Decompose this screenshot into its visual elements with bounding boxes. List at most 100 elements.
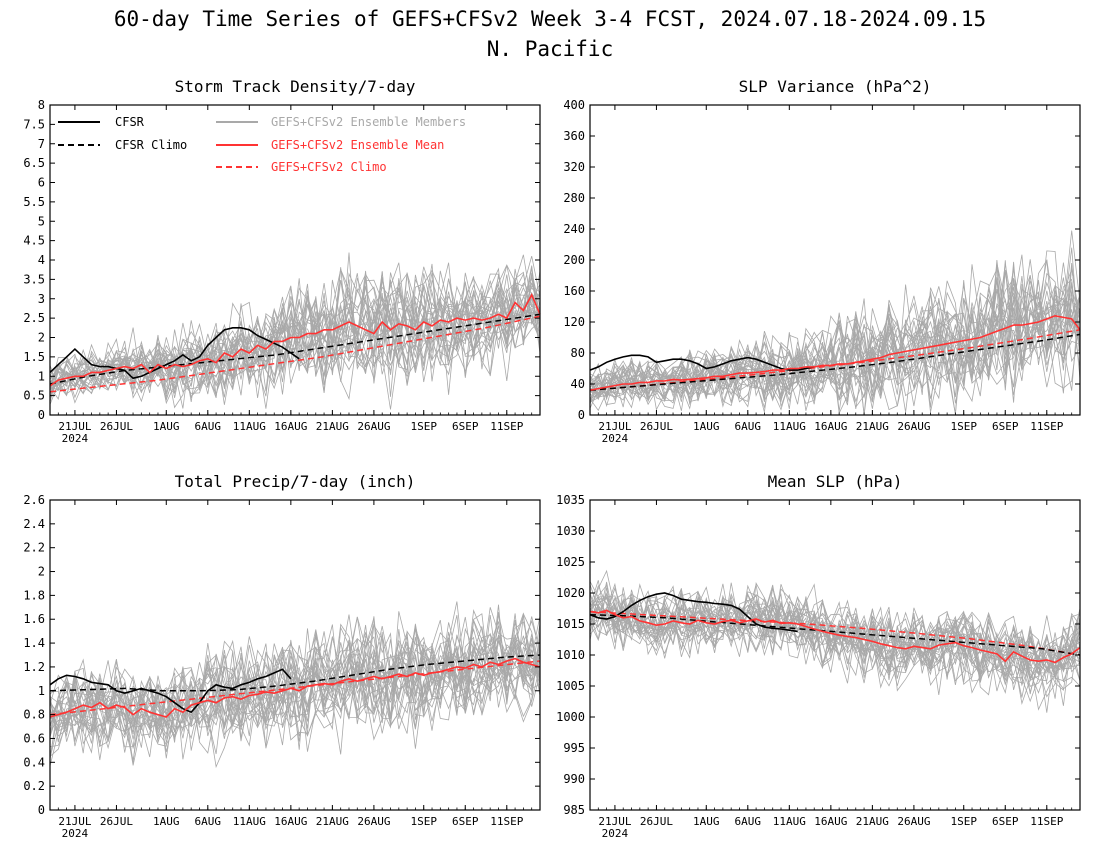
x-tick-label: 21AUG xyxy=(316,420,349,433)
ensemble-member-line xyxy=(589,263,1081,401)
plot-frame xyxy=(49,499,541,811)
y-tick-label: 3.5 xyxy=(23,272,45,286)
legend-label-cfsr: CFSR xyxy=(115,115,145,129)
x-tick-label: 1AUG xyxy=(693,420,720,433)
x-year-label: 2024 xyxy=(602,827,629,840)
x-tick-label: 21JUL xyxy=(598,815,631,828)
cfsr-climo-line xyxy=(589,613,1081,656)
x-tick-label: 6SEP xyxy=(992,420,1019,433)
y-tick-label: 6 xyxy=(38,176,45,190)
x-year-label: 2024 xyxy=(602,432,629,445)
x-tick-label: 26AUG xyxy=(357,420,390,433)
y-tick-label: 0 xyxy=(38,408,45,422)
x-tick-label: 21AUG xyxy=(856,420,889,433)
y-tick-label: 1035 xyxy=(556,493,585,507)
ensemble-member-line xyxy=(49,607,541,737)
x-tick-label: 11AUG xyxy=(773,815,806,828)
y-tick-label: 1 xyxy=(38,369,45,383)
y-tick-label: 80 xyxy=(571,346,585,360)
ensemble-mean-line xyxy=(49,293,541,387)
x-tick-label: 1AUG xyxy=(693,815,720,828)
y-tick-label: 5 xyxy=(38,214,45,228)
ensemble-member-line xyxy=(49,269,541,399)
ensemble-mean-line xyxy=(49,657,541,718)
x-tick-label: 1SEP xyxy=(950,420,977,433)
y-tick-label: 5.5 xyxy=(23,195,45,209)
ensemble-mean-line xyxy=(589,609,1081,664)
ensemble-member-line xyxy=(49,615,541,750)
x-tick-label: 11AUG xyxy=(233,420,266,433)
y-tick-label: 200 xyxy=(563,253,585,267)
x-year-label: 2024 xyxy=(62,827,89,840)
ensemble-member-line xyxy=(49,617,541,747)
y-tick-label: 1.5 xyxy=(23,350,45,364)
x-tick-label: 16AUG xyxy=(274,420,307,433)
x-tick-label: 6AUG xyxy=(735,815,762,828)
ensemble-mean-line xyxy=(589,314,1081,391)
ensemble-member-line xyxy=(49,279,541,399)
y-tick-label: 0.8 xyxy=(23,708,45,722)
x-tick-label: 6AUG xyxy=(735,420,762,433)
cfsr-line xyxy=(589,592,798,633)
x-tick-label: 26JUL xyxy=(100,420,133,433)
panel-title: SLP Variance (hPa^2) xyxy=(739,77,932,96)
y-tick-label: 400 xyxy=(563,98,585,112)
y-tick-label: 240 xyxy=(563,222,585,236)
cfsr-line xyxy=(49,668,292,714)
ensemble-member-line xyxy=(589,287,1081,409)
y-tick-label: 120 xyxy=(563,315,585,329)
cfsr-climo-line xyxy=(589,333,1081,391)
y-tick-label: 2.6 xyxy=(23,493,45,507)
x-tick-label: 26JUL xyxy=(640,815,673,828)
y-tick-label: 990 xyxy=(563,772,585,786)
y-tick-label: 2 xyxy=(38,331,45,345)
x-tick-label: 26AUG xyxy=(897,420,930,433)
x-tick-label: 1SEP xyxy=(410,420,437,433)
y-tick-label: 6.5 xyxy=(23,156,45,170)
y-tick-label: 0.5 xyxy=(23,389,45,403)
y-tick-label: 0 xyxy=(38,803,45,817)
y-tick-label: 1.8 xyxy=(23,588,45,602)
y-tick-label: 40 xyxy=(571,377,585,391)
y-tick-label: 1005 xyxy=(556,679,585,693)
x-tick-label: 21JUL xyxy=(598,420,631,433)
x-year-label: 2024 xyxy=(62,432,89,445)
y-tick-label: 1020 xyxy=(556,586,585,600)
ensemble-member-line xyxy=(49,612,541,752)
y-tick-label: 2.4 xyxy=(23,517,45,531)
x-tick-label: 1AUG xyxy=(153,815,180,828)
y-tick-label: 4 xyxy=(38,253,45,267)
legend-label-ens-mean: GEFS+CFSv2 Ensemble Mean xyxy=(271,138,444,152)
figure-title: 60-day Time Series of GEFS+CFSv2 Week 3-… xyxy=(114,7,986,31)
panel-total-precip: Total Precip/7-day (inch) 0 0.2 0.4 0.6 0.8 1… xyxy=(23,472,541,840)
x-tick-label: 16AUG xyxy=(814,815,847,828)
legend-label-ens-members: GEFS+CFSv2 Ensemble Members xyxy=(271,115,466,129)
y-tick-label: 4.5 xyxy=(23,234,45,248)
x-tick-label: 26AUG xyxy=(897,815,930,828)
x-tick-label: 21AUG xyxy=(856,815,889,828)
legend: CFSR CFSR Climo GEFS+CFSv2 Ensemble Memb… xyxy=(58,115,466,174)
gefs-climo-line xyxy=(589,610,1081,656)
y-tick-label: 0 xyxy=(578,408,585,422)
x-tick-label: 11SEP xyxy=(490,815,523,828)
y-tick-label: 2.5 xyxy=(23,311,45,325)
y-tick-label: 160 xyxy=(563,284,585,298)
ensemble-member-line xyxy=(589,582,1081,690)
y-tick-label: 1010 xyxy=(556,648,585,662)
x-tick-label: 6SEP xyxy=(452,815,479,828)
ensemble-member-line xyxy=(589,587,1081,713)
ensemble-member-line xyxy=(49,621,541,766)
x-tick-label: 21JUL xyxy=(58,420,91,433)
x-tick-label: 6AUG xyxy=(195,420,222,433)
y-tick-label: 8 xyxy=(38,98,45,112)
ensemble-members xyxy=(49,601,541,769)
x-tick-label: 26AUG xyxy=(357,815,390,828)
x-tick-label: 6SEP xyxy=(992,815,1019,828)
ensemble-member-line xyxy=(49,277,541,409)
x-tick-label: 11SEP xyxy=(1030,815,1063,828)
panel-title: Total Precip/7-day (inch) xyxy=(175,472,416,491)
x-tick-label: 11AUG xyxy=(233,815,266,828)
y-tick-label: 1030 xyxy=(556,524,585,538)
y-tick-label: 0.2 xyxy=(23,779,45,793)
